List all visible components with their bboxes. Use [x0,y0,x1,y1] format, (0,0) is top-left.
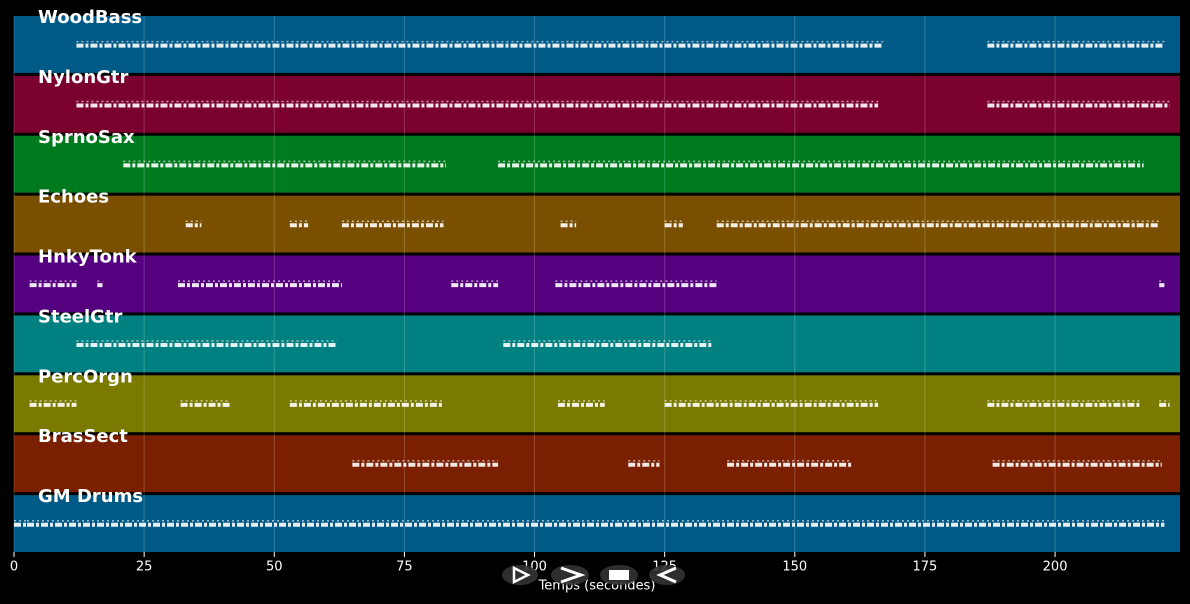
labels: WoodBass NylonGtr SprnoSax Echoes HnkyTonk St… [10,7,1068,575]
back-button[interactable] [649,565,685,585]
x-tick-label: 75 [396,560,413,575]
track-name: WoodBass [38,7,142,28]
track-name: PercOrgn [38,366,133,387]
track-name: NylonGtr [38,67,129,88]
track-name: SteelGtr [38,306,123,327]
track-name: HnkyTonk [38,247,138,268]
track-name: SprnoSax [38,127,135,148]
track-name: BrasSect [38,426,128,447]
x-tick-label: 150 [782,560,807,575]
forward-button[interactable] [551,565,589,585]
track-lane [14,435,1180,493]
play-button[interactable] [502,565,538,585]
playback-controls [502,565,685,585]
stop-button[interactable] [600,565,638,585]
x-tick-label: 50 [266,560,283,575]
track-name: Echoes [38,187,109,208]
x-tick-label: 0 [10,560,18,575]
x-tick-label: 25 [136,560,153,575]
track-name: GM Drums [38,486,143,507]
x-tick-label: 200 [1043,560,1068,575]
x-tick-label: 175 [913,560,938,575]
grid [13,16,1056,557]
tracks [14,16,1180,552]
